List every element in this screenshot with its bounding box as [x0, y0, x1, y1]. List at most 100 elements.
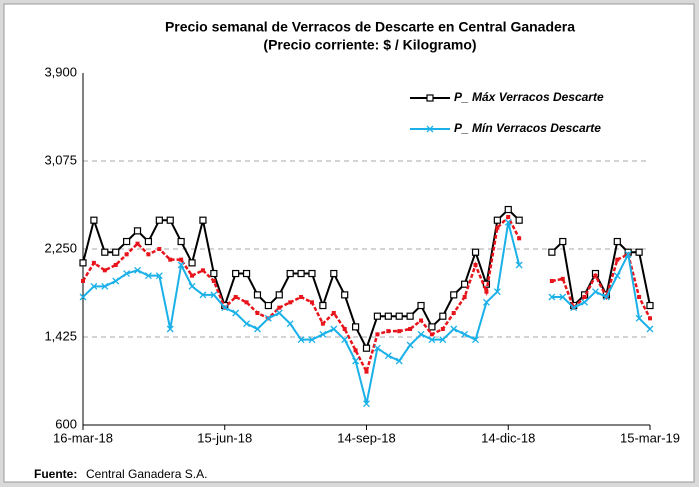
point: [275, 309, 283, 317]
point: [384, 312, 392, 320]
point: [342, 327, 347, 331]
point: [221, 304, 229, 312]
point: [635, 248, 643, 256]
point: [613, 272, 621, 280]
point: [635, 314, 643, 322]
point: [570, 304, 578, 312]
point: [286, 320, 294, 328]
point: [190, 273, 195, 278]
y-tick-label: 1,425: [44, 328, 77, 343]
point: [319, 330, 327, 338]
point: [134, 266, 141, 274]
point: [242, 269, 251, 278]
point: [168, 257, 173, 262]
point: [90, 216, 98, 224]
point: [560, 276, 565, 281]
point: [439, 336, 447, 344]
point: [462, 295, 467, 299]
point: [308, 336, 316, 344]
point: [81, 279, 85, 283]
point: [243, 320, 251, 328]
point: [90, 282, 98, 290]
point: [101, 282, 109, 290]
source: Central Ganadera S.A.: [86, 467, 207, 481]
point: [471, 248, 480, 256]
point: [473, 263, 478, 267]
point: [308, 269, 316, 278]
point: [375, 332, 380, 337]
point: [297, 269, 305, 278]
point: [646, 325, 654, 333]
point: [91, 260, 96, 265]
point: [133, 227, 142, 235]
point: [548, 248, 556, 256]
y-tick-label: 3,075: [44, 152, 77, 167]
point: [624, 250, 632, 258]
point: [429, 332, 434, 337]
point: [440, 327, 445, 331]
point: [439, 312, 447, 320]
point: [297, 336, 305, 344]
point: [593, 273, 598, 278]
point: [384, 352, 392, 360]
point: [286, 269, 294, 278]
point: [200, 268, 205, 273]
point: [581, 298, 589, 306]
point: [417, 301, 425, 310]
point: [364, 369, 369, 374]
point: [549, 279, 554, 283]
point: [417, 330, 425, 338]
point: [177, 261, 185, 269]
point: [275, 291, 283, 299]
point: [548, 293, 556, 301]
point: [210, 291, 218, 299]
point: [373, 312, 382, 320]
point: [319, 301, 327, 310]
y-tick-label: 600: [55, 416, 77, 431]
point: [602, 293, 610, 301]
point: [646, 301, 654, 310]
point: [124, 252, 129, 257]
point: [179, 257, 184, 262]
point: [331, 311, 336, 315]
point: [79, 259, 87, 267]
point: [341, 291, 349, 299]
point: [395, 312, 403, 320]
point: [517, 236, 522, 241]
point: [299, 295, 304, 299]
point: [157, 247, 162, 251]
chart-area: [3, 3, 695, 483]
point: [451, 311, 456, 315]
point: [101, 248, 109, 256]
point: [144, 237, 153, 246]
point: [166, 325, 174, 333]
point: [211, 279, 216, 283]
point: [244, 300, 249, 305]
point: [450, 325, 458, 333]
point: [79, 293, 87, 301]
point: [386, 329, 391, 334]
point: [352, 357, 360, 365]
point: [428, 336, 436, 344]
y-tick-label: 3,900: [44, 64, 77, 79]
point: [493, 288, 501, 296]
point: [450, 291, 458, 299]
point: [232, 269, 240, 278]
point: [199, 291, 207, 299]
point: [592, 288, 599, 296]
point: [559, 293, 567, 301]
point: [309, 300, 314, 305]
point: [144, 272, 152, 280]
point: [615, 257, 620, 262]
point: [330, 325, 338, 333]
x-tick-label: 15-jun-18: [197, 430, 252, 445]
point: [113, 263, 118, 267]
point: [123, 237, 131, 246]
point: [397, 329, 402, 334]
point: [264, 314, 272, 322]
point: [484, 289, 489, 294]
point: [472, 336, 479, 344]
point: [330, 269, 338, 278]
